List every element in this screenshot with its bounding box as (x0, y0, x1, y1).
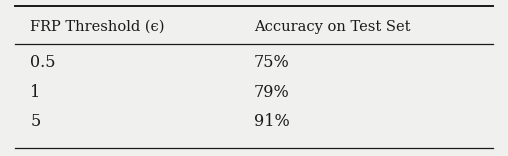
Text: 79%: 79% (254, 84, 290, 100)
Text: Accuracy on Test Set: Accuracy on Test Set (254, 20, 410, 34)
Text: 75%: 75% (254, 54, 290, 71)
Text: 5: 5 (30, 113, 41, 130)
Text: 1: 1 (30, 84, 41, 100)
Text: 91%: 91% (254, 113, 290, 130)
Text: 0.5: 0.5 (30, 54, 56, 71)
Text: FRP Threshold (ϵ): FRP Threshold (ϵ) (30, 20, 165, 34)
